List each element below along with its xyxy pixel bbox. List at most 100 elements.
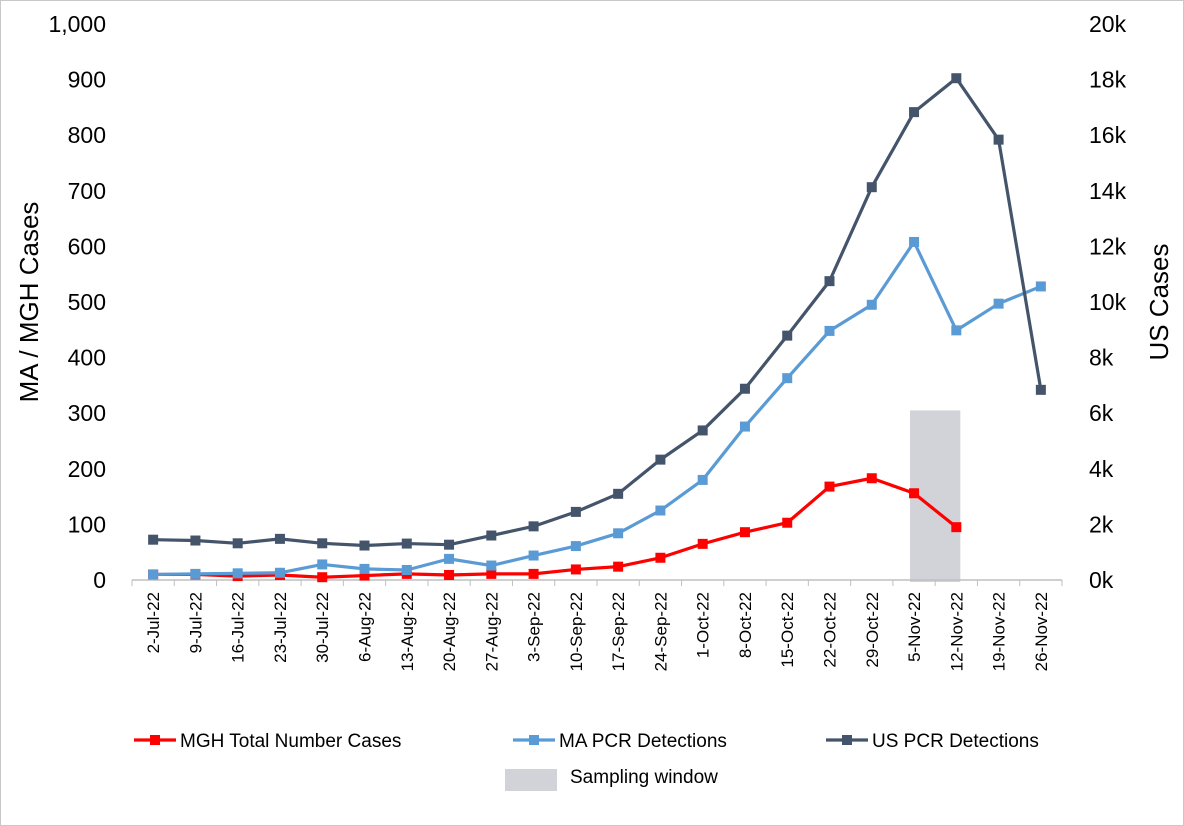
series-1-point <box>232 568 243 579</box>
series-0-point <box>739 527 750 538</box>
series-1-point <box>570 541 581 552</box>
series-1-point <box>317 559 328 570</box>
series-1-point <box>486 560 497 571</box>
legend-item-2: US PCR Detections <box>826 731 1039 752</box>
legend-item-0: MGH Total Number Cases <box>134 731 401 752</box>
series-2-point <box>444 539 455 550</box>
series-1-point <box>909 236 920 247</box>
series-1-point <box>655 505 666 516</box>
series-2-point <box>824 276 835 287</box>
series-1-point <box>866 299 877 310</box>
x-tick-label: 19-Nov-22 <box>990 592 1009 671</box>
x-tick-label: 6-Aug-22 <box>356 592 375 662</box>
y-left-tick-label: 600 <box>68 233 106 259</box>
y-left-tick-label: 500 <box>68 289 106 315</box>
x-tick-label: 26-Nov-22 <box>1032 592 1051 671</box>
series-0-point <box>359 570 370 581</box>
y-right-tick-label: 16k <box>1089 122 1127 148</box>
y-left-tick-label: 900 <box>68 67 106 93</box>
series-2-point <box>951 73 962 84</box>
x-tick-label: 10-Sep-22 <box>567 592 586 671</box>
series-line-2 <box>153 76 1043 548</box>
legend-item-sampling-window: Sampling window <box>505 767 718 791</box>
y-right-tick-label: 0k <box>1089 567 1114 593</box>
y-left-axis-title: MA / MGH Cases <box>14 202 44 403</box>
x-tick-label: 13-Aug-22 <box>398 592 417 671</box>
series-1-point <box>401 564 412 575</box>
legend-item-1: MA PCR Detections <box>513 731 727 752</box>
series-0-point <box>444 569 455 580</box>
series-1-point <box>190 568 201 579</box>
series-2-point <box>148 534 159 545</box>
series-0-point <box>486 568 497 579</box>
legend: MGH Total Number Cases MA PCR Detections U… <box>134 731 1039 791</box>
series-2-point <box>190 535 201 546</box>
series-2-point <box>359 540 370 551</box>
series-0-point <box>655 552 666 563</box>
series-0-point <box>528 568 539 579</box>
axes-layer: 2-Jul-22 9-Jul-22 16-Jul-22 23-Jul-22 30-Jul… <box>14 11 1174 671</box>
legend-label: MA PCR Detections <box>559 731 727 752</box>
series-0-point <box>697 538 708 549</box>
series-2-point <box>697 425 708 436</box>
series-2-point <box>993 134 1004 145</box>
x-tick-label: 8-Oct-22 <box>736 592 755 658</box>
series-2-point <box>232 538 243 549</box>
legend-marker-swatch <box>529 735 539 745</box>
series-line-0 <box>153 476 958 579</box>
series-2-point <box>909 107 920 118</box>
series-0-point <box>951 522 962 533</box>
x-tick-label: 24-Sep-22 <box>651 592 670 671</box>
series-1-point <box>697 474 708 485</box>
x-tick-label: 20-Aug-22 <box>440 592 459 671</box>
legend-window-swatch <box>505 769 557 791</box>
series-2-point <box>739 383 750 394</box>
y-left-tick-label: 0 <box>93 567 106 593</box>
legend-label: MGH Total Number Cases <box>180 731 401 752</box>
y-left-tick-label: 200 <box>68 456 106 482</box>
x-tick-label: 16-Jul-22 <box>229 592 248 663</box>
series-2-point <box>782 330 793 341</box>
series-2-point <box>613 488 624 499</box>
series-2-point <box>317 538 328 549</box>
series-0-point <box>613 561 624 572</box>
y-right-tick-label: 10k <box>1089 289 1127 315</box>
series-1-point <box>274 567 285 578</box>
series-1-point <box>951 325 962 336</box>
series-0-point <box>824 481 835 492</box>
y-right-axis-title: US Cases <box>1144 243 1174 360</box>
series-1-point <box>782 373 793 384</box>
series-layer <box>148 73 1046 583</box>
series-2-point <box>486 530 497 541</box>
y-right-tick-label: 4k <box>1089 456 1114 482</box>
y-right-tick-label: 12k <box>1089 233 1127 259</box>
series-1-point <box>739 421 750 432</box>
series-1-point <box>613 528 624 539</box>
series-2-point <box>401 538 412 549</box>
y-left-tick-label: 100 <box>68 511 106 537</box>
series-0-point <box>570 564 581 575</box>
y-left-tick-label: 400 <box>68 345 106 371</box>
x-tick-label: 2-Jul-22 <box>144 592 163 653</box>
y-left-tick-label: 1,000 <box>48 11 106 37</box>
y-right-tick-label: 2k <box>1089 511 1114 537</box>
series-2-point <box>1035 384 1046 395</box>
legend-label: US PCR Detections <box>872 731 1039 752</box>
x-tick-label: 30-Jul-22 <box>313 592 332 663</box>
series-1-point <box>824 325 835 336</box>
series-line-1 <box>153 240 1042 577</box>
y-right-tick-label: 6k <box>1089 400 1114 426</box>
series-0-point <box>909 488 920 499</box>
series-2-point <box>866 182 877 193</box>
series-1-point <box>444 553 455 564</box>
series-2-point <box>655 454 666 465</box>
series-1-point <box>359 563 370 574</box>
series-1-point <box>1035 281 1046 292</box>
x-tick-label: 5-Nov-22 <box>905 592 924 662</box>
y-right-tick-label: 8k <box>1089 345 1114 371</box>
legend-label: Sampling window <box>570 767 718 788</box>
x-tick-label: 9-Jul-22 <box>186 592 205 653</box>
series-1-point <box>993 298 1004 309</box>
